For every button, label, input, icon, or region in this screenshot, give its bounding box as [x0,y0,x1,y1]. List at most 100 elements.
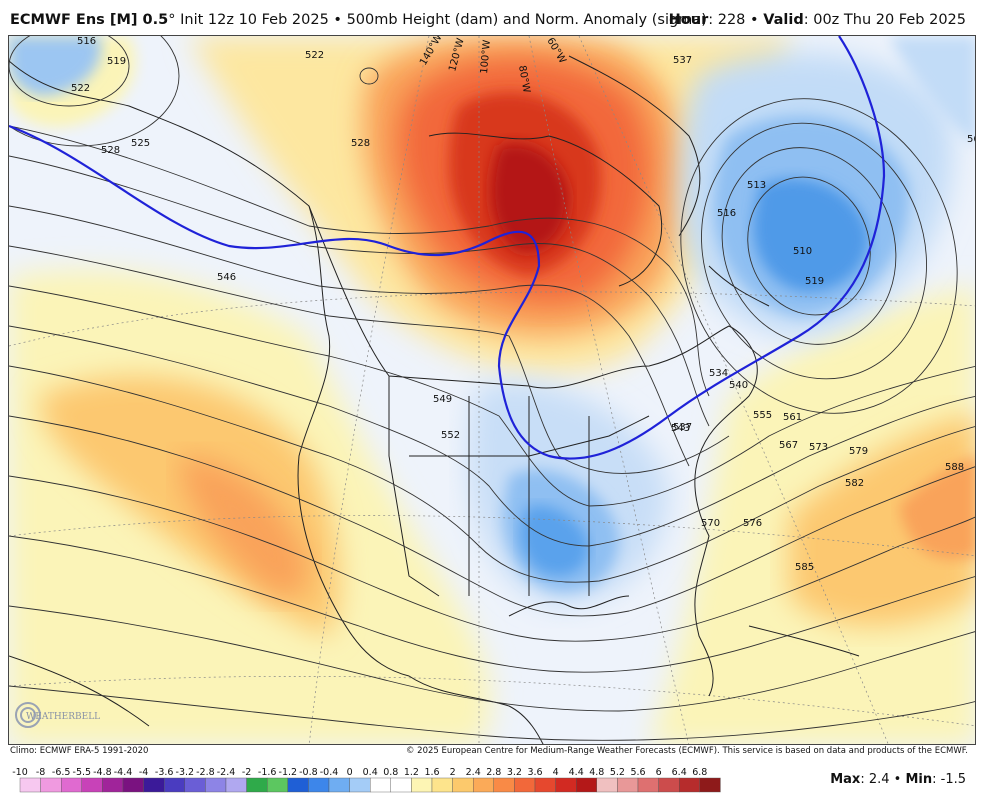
colorbar-tick: 4.4 [569,767,584,778]
colorbar-swatch [534,777,556,793]
contour-labels: 516 519 522 525 528 522 528 546 549 552 … [71,36,976,573]
colorbar-swatch [266,777,288,793]
colorbar-tick: 3.2 [507,767,522,778]
colorbar-tick: -4.8 [93,767,112,778]
valid-label: Valid [763,12,804,28]
contour-label-516b: 516 [717,208,736,219]
anomaly-map: 516 519 522 525 528 522 528 546 549 552 … [8,35,976,745]
colorbar-swatch [19,777,41,793]
contour-label-513: 513 [747,180,766,191]
colorbar-tick: 0.8 [383,767,398,778]
colorbar-swatch [102,777,124,793]
contour-label-528b: 528 [351,138,370,149]
contour-label-570: 570 [701,518,720,529]
colorbar-swatch [349,777,371,793]
hour-value: : 228 • [708,12,764,28]
colorbar-tick: -4.4 [114,767,133,778]
swirl-icon: WEATHERBELL [15,702,100,728]
colorbar-tick: -4 [139,767,148,778]
height-contours [9,36,975,741]
colorbar-tick: 2.4 [466,767,481,778]
colorbar-tick: 1.2 [404,767,419,778]
contour-label-525: 525 [131,138,150,149]
colorbar-swatch [699,777,721,793]
colorbar-swatch [390,777,412,793]
contour-label-522: 522 [71,83,90,94]
contour-label-588: 588 [945,462,964,473]
contour-label-534: 534 [709,368,728,379]
contour-label-585: 585 [795,562,814,573]
colorbar-swatch [328,777,350,793]
colorbar-tick: -3.6 [155,767,174,778]
contour-label-576: 576 [743,518,762,529]
max-value: : 2.4 • [860,772,906,787]
contour-label-543: 543 [671,423,690,434]
contour-label-573: 573 [809,442,828,453]
min-value: : -1.5 [932,772,966,787]
colorbar-tick: -8 [36,767,45,778]
colorbar-swatch [205,777,227,793]
chart-title: ECMWF Ens [M] 0.5° Init 12z 10 Feb 2025 … [10,12,707,28]
colorbar-swatch [617,777,639,793]
colorbar-swatch [658,777,680,793]
contour-label-510: 510 [793,246,812,257]
colorbar-tick: 2 [450,767,456,778]
contour-label-579: 579 [849,446,868,457]
anomaly-shading [9,36,975,744]
colorbar-tick: 0.4 [363,767,378,778]
degree-sign: ° [168,12,176,28]
colorbar-swatch [143,777,165,793]
max-label: Max [830,772,861,787]
contour-label-519: 519 [107,56,126,67]
colorbar-tick: 3.6 [527,767,542,778]
max-min-readout: Max: 2.4 • Min: -1.5 [830,772,966,787]
contour-label-567: 567 [779,440,798,451]
hour-label: Hour [668,12,709,28]
colorbar-tick: 5.2 [610,767,625,778]
weatherbell-logo: WEATHERBELL [14,697,100,737]
colorbar-tick: -2.4 [217,767,236,778]
colorbar-tick: 4 [553,767,559,778]
contour-label-540: 540 [729,380,748,391]
colorbar-tick: -2 [242,767,251,778]
model-name: ECMWF Ens [M] 0.5 [10,12,169,28]
colorbar-swatch [40,777,62,793]
colorbar-tick: -2.8 [196,767,215,778]
contour-label-564: 564 [967,134,976,145]
contour-label-516: 516 [77,36,96,47]
colorbar-tick: 6 [656,767,662,778]
colorbar: -10 -8 -6.5 -5.5 -4.8 -4.4 -4 -3.6 -3.2 -2.8 -2.4-… [12,766,721,798]
colorbar-swatch [184,777,206,793]
colorbar-swatch [637,777,659,793]
colorbar-swatch [431,777,453,793]
colorbar-tick: 4.8 [589,767,604,778]
contour-label-552: 552 [441,430,460,441]
lon-label-100w: 100°W [479,39,493,74]
colorbar-tick: -5.5 [73,767,92,778]
contour-label-549: 549 [433,394,452,405]
colorbar-tick: -3.2 [176,767,195,778]
colorbar-swatch [225,777,247,793]
contour-label-537b: 537 [673,422,692,433]
colorbar-swatch [679,777,701,793]
colorbar-swatch [163,777,185,793]
colorbar-swatch [452,777,474,793]
colorbar-swatch [576,777,598,793]
colorbar-svg: -10 -8 -6.5 -5.5 -4.8 -4.4 -4 -3.6 -3.2 -2.8 -2.4-… [12,767,721,793]
colorbar-swatch [246,777,268,793]
contour-label-528: 528 [101,145,120,156]
contour-label-582: 582 [845,478,864,489]
colorbar-swatch [493,777,515,793]
colorbar-tick: 1.6 [424,767,439,778]
colorbar-tick: -1.6 [258,767,277,778]
contour-label-519b: 519 [805,276,824,287]
colorbar-swatch [61,777,83,793]
contour-label-561: 561 [783,412,802,423]
colorbar-swatch [596,777,618,793]
logo-text: WEATHERBELL [26,712,100,722]
valid-time: Hour: 228 • Valid: 00z Thu 20 Feb 2025 [669,12,966,28]
graticule [9,36,975,744]
lon-label-80w: 80°W [516,65,532,94]
contour-label-537: 537 [673,55,692,66]
colorbar-tick: -6.5 [52,767,71,778]
